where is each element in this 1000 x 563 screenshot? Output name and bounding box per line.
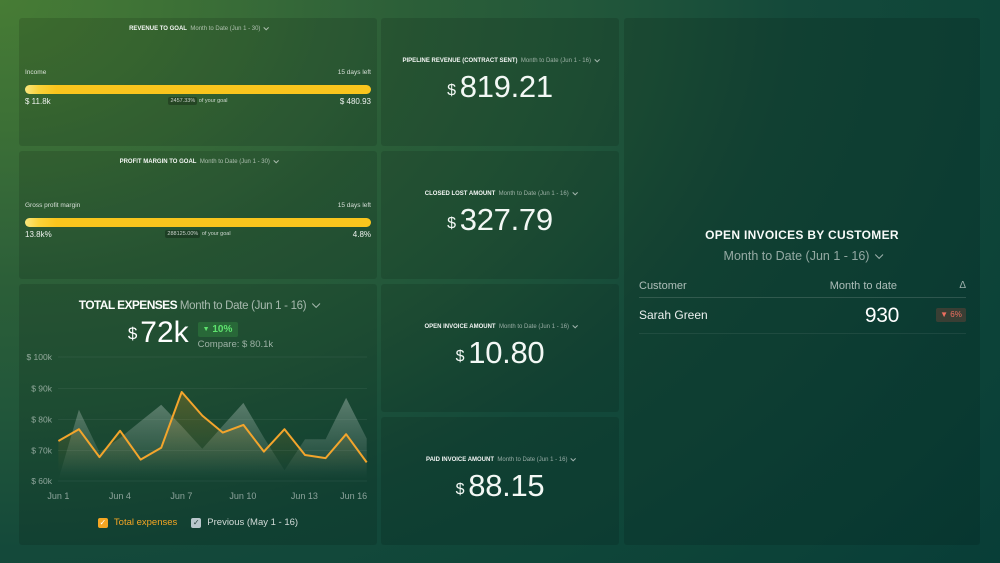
svg-text:Jun 7: Jun 7 — [170, 491, 192, 501]
svg-text:$ 90k: $ 90k — [31, 384, 53, 394]
svg-text:Jun 1: Jun 1 — [47, 491, 69, 501]
svg-text:Jun 16: Jun 16 — [340, 491, 367, 501]
svg-text:$ 60k: $ 60k — [31, 476, 53, 486]
svg-text:$ 100k: $ 100k — [26, 352, 52, 362]
svg-text:Jun 4: Jun 4 — [109, 491, 131, 501]
svg-text:Jun 10: Jun 10 — [229, 491, 256, 501]
svg-text:Jun 13: Jun 13 — [291, 491, 318, 501]
svg-text:$ 80k: $ 80k — [31, 415, 53, 425]
svg-text:$ 70k: $ 70k — [31, 446, 53, 456]
